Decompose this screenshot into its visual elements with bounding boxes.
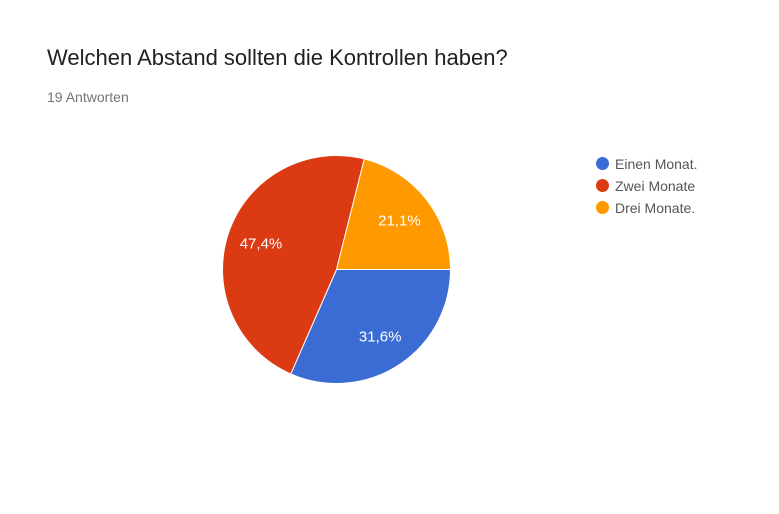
chart-title: Welchen Abstand sollten die Kontrollen h… [47, 45, 508, 70]
pie-slice-einen-monat[interactable] [290, 269, 452, 384]
legend-item-drei-monate: Drei Monate. [596, 199, 698, 216]
legend-label-zwei-monate: Zwei Monate [615, 177, 696, 194]
responses-count: 19 Antworten [47, 89, 129, 105]
legend-label-drei-monate: Drei Monate. [615, 199, 696, 216]
legend-item-einen-monat: Einen Monat. [596, 155, 698, 172]
legend-label-einen-monat: Einen Monat. [615, 155, 698, 172]
legend-item-zwei-monate: Zwei Monate [596, 177, 698, 194]
pie-slice-percent-zwei-monate: 47,4% [240, 236, 283, 253]
pie-slice-zwei-monate[interactable] [222, 155, 365, 375]
chart-legend: Einen Monat. Zwei Monate Drei Monate. [596, 155, 698, 216]
pie-slice-percent-einen-monat: 31,6% [359, 328, 402, 345]
legend-dot-einen-monat [596, 157, 609, 170]
legend-dot-drei-monate [596, 201, 609, 214]
pie-slice-percent-drei-monate: 21,1% [378, 212, 421, 229]
legend-dot-zwei-monate [596, 179, 609, 192]
pie-chart: 31,6% 47,4% 21,1% [222, 155, 452, 384]
pie-slice-drei-monate[interactable] [335, 158, 452, 270]
